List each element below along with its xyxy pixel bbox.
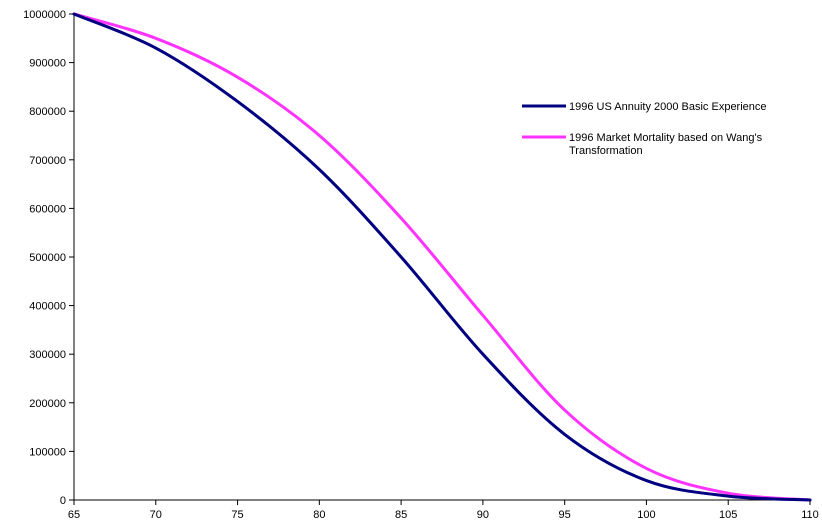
- y-tick-label: 400000: [29, 301, 66, 313]
- x-tick-label: 75: [231, 509, 243, 521]
- series-line-1: [72, 12, 812, 502]
- series-lines: [72, 12, 812, 502]
- legend-label-2-line-2: Transformation: [569, 145, 643, 157]
- x-tick-label: 80: [313, 509, 325, 521]
- y-ticks: 0 100000 200000 300000 400000 500000 600000 700…: [23, 9, 74, 507]
- x-tick-label: 90: [477, 509, 489, 521]
- y-tick-label: 200000: [29, 398, 66, 410]
- y-tick-label: 500000: [29, 252, 66, 264]
- x-tick-label: 105: [719, 509, 737, 521]
- y-tick-label: 800000: [29, 106, 66, 118]
- legend-label-2-line-1: 1996 Market Mortality based on Wang's: [569, 132, 763, 144]
- x-tick-label: 70: [150, 509, 162, 521]
- x-tick-label: 85: [395, 509, 407, 521]
- y-tick-label: 0: [60, 495, 66, 507]
- y-tick-label: 600000: [29, 203, 66, 215]
- x-tick-label: 95: [559, 509, 571, 521]
- y-tick-label: 1000000: [23, 9, 66, 21]
- x-tick-label: 110: [801, 509, 819, 521]
- axes: [73, 14, 810, 501]
- series-line-2: [72, 12, 812, 502]
- x-ticks: 65 70 75 80 85 90 95 100 105 110: [68, 500, 819, 521]
- y-tick-label: 300000: [29, 349, 66, 361]
- y-tick-label: 100000: [29, 446, 66, 458]
- x-tick-label: 100: [637, 509, 655, 521]
- x-tick-label: 65: [68, 509, 80, 521]
- y-tick-label: 700000: [29, 155, 66, 167]
- y-tick-label: 900000: [29, 58, 66, 70]
- legend: 1996 US Annuity 2000 Basic Experience 199…: [522, 101, 767, 157]
- legend-label-1: 1996 US Annuity 2000 Basic Experience: [569, 101, 767, 113]
